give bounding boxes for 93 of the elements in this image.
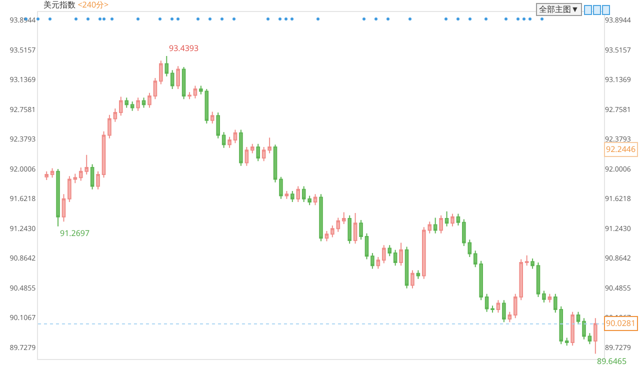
candlestick — [176, 66, 180, 90]
candlestick — [433, 217, 438, 234]
candlestick — [210, 111, 214, 124]
candlestick — [588, 332, 592, 345]
candlestick — [102, 130, 106, 178]
annotation: 92.2446 — [606, 144, 636, 155]
candlestick — [188, 92, 192, 100]
candlestick — [508, 311, 512, 323]
annotation: 93.4393 — [169, 43, 199, 54]
candlestick — [576, 311, 580, 325]
candlestick — [119, 96, 123, 116]
candlestick — [239, 129, 243, 166]
annotation: 全部主图▼ — [536, 3, 582, 16]
candlestick — [582, 318, 586, 340]
candlestick — [148, 92, 152, 108]
candlestick — [319, 194, 323, 242]
candlestick — [364, 232, 369, 260]
candlestick — [296, 186, 300, 202]
candlestick — [382, 244, 386, 264]
candlestick — [159, 60, 163, 85]
candlestick — [524, 254, 529, 266]
candlestick — [336, 217, 340, 232]
candlestick — [410, 270, 414, 289]
candlestick — [62, 194, 66, 222]
candlestick — [542, 290, 546, 303]
candlestick — [594, 318, 598, 354]
candlestick — [124, 97, 129, 108]
candlestick — [256, 143, 260, 162]
candlestick — [416, 270, 420, 280]
candlestick — [359, 220, 363, 240]
candlestick — [244, 146, 249, 166]
candlestick — [439, 214, 443, 234]
candlestick — [468, 239, 472, 258]
candlestick — [164, 56, 169, 77]
candlestick — [502, 300, 506, 323]
candlestick — [490, 305, 494, 314]
candlestick — [233, 129, 238, 144]
candlestick — [96, 170, 100, 190]
candlestick — [399, 242, 403, 266]
candlestick — [73, 173, 78, 184]
chart-title: 美元指数 — [44, 0, 76, 10]
candlestick — [284, 190, 289, 200]
candlestick — [170, 70, 174, 90]
candlestick — [113, 108, 118, 122]
candlestick — [348, 214, 352, 244]
candlestick — [268, 137, 272, 154]
candlestick — [324, 230, 329, 242]
candlestick — [404, 246, 409, 289]
candlestick — [496, 300, 500, 314]
candlestick — [153, 77, 158, 100]
candlestick — [388, 244, 392, 257]
candlestick — [56, 168, 60, 227]
candlestick — [370, 252, 374, 270]
candlestick — [353, 212, 358, 244]
candlestick — [530, 258, 534, 270]
candlestick — [204, 88, 209, 124]
ref-line-label: 90.0281 — [606, 318, 636, 329]
candlestick — [193, 85, 198, 99]
candlestick — [279, 176, 283, 200]
candlestick — [342, 212, 346, 224]
candlestick — [330, 225, 334, 238]
candlestick — [313, 194, 318, 206]
candlestick — [548, 293, 552, 303]
candlestick — [262, 146, 266, 162]
candlestick — [564, 337, 569, 346]
candlestick — [228, 136, 232, 148]
candlestick — [142, 97, 146, 108]
candlestick — [444, 210, 449, 227]
candlestick — [290, 190, 294, 202]
candlestick — [250, 143, 254, 154]
candlestick — [50, 168, 54, 178]
candlestick — [44, 170, 48, 180]
chart-subtitle: <240分> — [78, 0, 110, 10]
annotation: 89.6465 — [597, 356, 627, 367]
candlestick — [90, 164, 94, 190]
candlestick — [216, 112, 220, 139]
candlestick — [456, 213, 460, 226]
candlestick — [199, 85, 203, 95]
candlestick — [570, 311, 574, 346]
candlestick — [130, 101, 134, 112]
candlestick — [182, 66, 186, 100]
candlestick — [536, 262, 540, 298]
annotation: 91.2697 — [60, 228, 90, 239]
candlestick — [393, 249, 398, 266]
candlestick — [462, 218, 466, 246]
candlestick — [136, 97, 140, 112]
candlestick — [222, 132, 226, 148]
candlestick — [108, 114, 112, 139]
candlestick — [450, 213, 454, 227]
candlestick — [68, 176, 72, 202]
candlestick — [376, 256, 380, 270]
candlestick — [484, 293, 489, 312]
candlestick — [273, 144, 278, 183]
